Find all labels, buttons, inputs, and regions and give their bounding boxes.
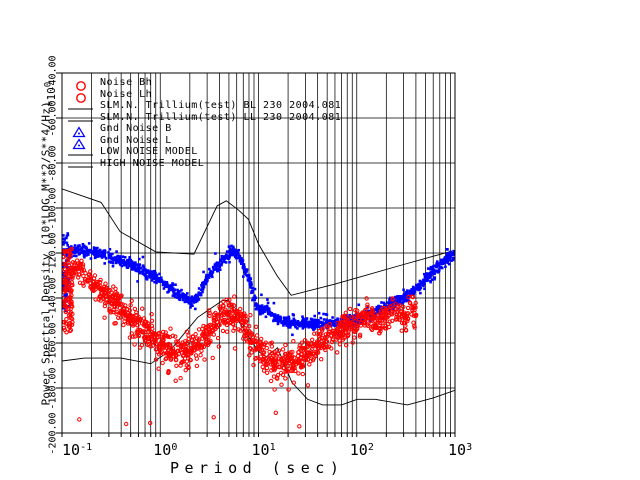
y-tick-label: -60.00 xyxy=(47,99,59,137)
legend-label: LOW NOISE MODEL xyxy=(100,146,198,157)
legend-label: Gnd Noise B xyxy=(100,123,172,134)
legend-label: SLM.N. Trillium(test) LL 230 2004.081 xyxy=(100,111,342,123)
data-layer xyxy=(62,188,455,429)
x-tick-exponent: 3 xyxy=(466,442,473,453)
x-tick-exponent: 2 xyxy=(367,442,374,453)
x-tick-label: 103 xyxy=(448,441,473,459)
legend-label: Noise Lh xyxy=(100,88,153,100)
y-tick-label: -80.00 xyxy=(47,144,59,182)
legend-row: Gnd Noise L xyxy=(66,134,341,149)
legend-triangle-icon xyxy=(66,123,100,138)
legend-row: Noise Bh xyxy=(66,77,341,91)
legend-row: Gnd Noise B xyxy=(66,123,341,138)
legend-circle-icon xyxy=(66,89,100,103)
legend-line-icon xyxy=(66,146,100,158)
legend-line-icon xyxy=(66,158,100,170)
legend-line-icon xyxy=(66,100,100,112)
legend-row: SLM.N. Trillium(test) BL 230 2004.081 xyxy=(66,100,341,112)
x-tick-label: 100 xyxy=(153,441,178,459)
legend-circle-icon xyxy=(66,77,100,91)
legend-label: Gnd Noise L xyxy=(100,134,172,146)
y-tick-label: -100.00 xyxy=(47,186,59,230)
x-tick-exponent: 0 xyxy=(171,442,178,453)
y-tick-label: -120.00 xyxy=(47,231,59,275)
x-tick-label: 102 xyxy=(349,441,374,459)
x-tick-label: 101 xyxy=(251,441,276,459)
legend-label: SLM.N. Trillium(test) BL 230 2004.081 xyxy=(100,100,342,111)
legend-row: HIGH NOISE MODEL xyxy=(66,158,341,170)
y-tick-label: -160.00 xyxy=(47,321,59,365)
legend-row: SLM.N. Trillium(test) LL 230 2004.081 xyxy=(66,112,341,124)
x-tick-exponent: -1 xyxy=(80,442,93,453)
legend-label: HIGH NOISE MODEL xyxy=(100,157,205,169)
legend-row: LOW NOISE MODEL xyxy=(66,146,341,158)
model-line xyxy=(62,188,455,296)
y-tick-label: -180.00 xyxy=(47,366,59,410)
x-axis-title: Period (sec) xyxy=(170,459,345,477)
red-noise-scatter xyxy=(62,246,419,429)
legend-line-icon xyxy=(66,112,100,124)
legend-triangle-icon xyxy=(66,135,100,149)
legend-row: Noise Lh xyxy=(66,88,341,103)
y-tick-label: -40.00 xyxy=(47,54,59,92)
y-tick-label: -140.00 xyxy=(47,276,59,320)
x-tick-label: 10-1 xyxy=(62,441,93,459)
axis-ticks xyxy=(56,72,456,437)
legend: Noise Bh Noise Lh SLM.N. Trillium(test) BL… xyxy=(66,77,341,169)
legend-label: Noise Bh xyxy=(100,77,153,88)
x-tick-exponent: 1 xyxy=(269,442,276,453)
y-tick-label: -200.00 xyxy=(47,411,59,455)
